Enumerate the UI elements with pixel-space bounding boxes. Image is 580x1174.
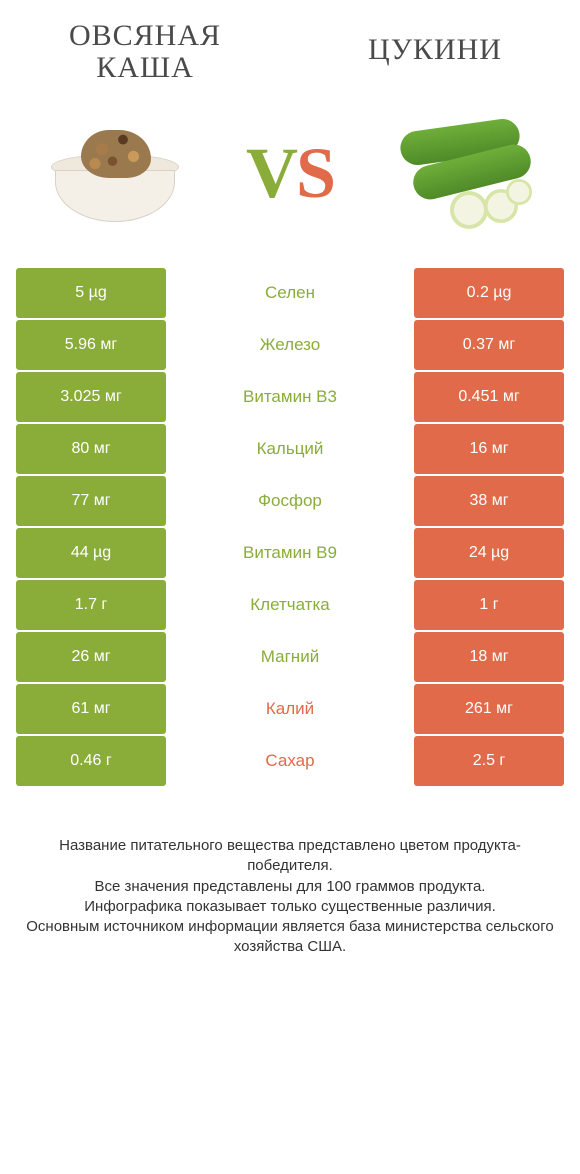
nutrient-name: Калий (166, 684, 414, 734)
vs-row: VS (0, 83, 580, 268)
left-value: 3.025 мг (16, 372, 166, 422)
right-value: 261 мг (414, 684, 564, 734)
nutrient-name: Селен (166, 268, 414, 318)
nutrient-name: Витамин B9 (166, 528, 414, 578)
left-value: 0.46 г (16, 736, 166, 786)
right-value: 0.451 мг (414, 372, 564, 422)
zucchini-icon (390, 113, 540, 233)
left-title-line2: КАША (96, 51, 194, 84)
left-value: 61 мг (16, 684, 166, 734)
left-value: 5.96 мг (16, 320, 166, 370)
left-value: 77 мг (16, 476, 166, 526)
table-row: 77 мгФосфор38 мг (16, 476, 564, 528)
nutrient-name: Сахар (166, 736, 414, 786)
footer-line1: Название питательного вещества представл… (59, 837, 521, 874)
right-value: 2.5 г (414, 736, 564, 786)
footer-line4: Основным источником информации является … (26, 918, 553, 955)
nutrient-name: Фосфор (166, 476, 414, 526)
right-title: ЦУКИНИ (335, 20, 535, 66)
left-title-line1: ОВСЯНАЯ (69, 19, 221, 52)
nutrient-table: 5 µgСелен0.2 µg5.96 мгЖелезо0.37 мг3.025… (0, 268, 580, 788)
nutrient-name: Кальций (166, 424, 414, 474)
table-row: 61 мгКалий261 мг (16, 684, 564, 736)
right-value: 38 мг (414, 476, 564, 526)
left-value: 44 µg (16, 528, 166, 578)
table-row: 26 мгМагний18 мг (16, 632, 564, 684)
right-value: 0.37 мг (414, 320, 564, 370)
left-value: 80 мг (16, 424, 166, 474)
nutrient-name: Магний (166, 632, 414, 682)
right-image (385, 108, 545, 238)
nutrient-name: Витамин B3 (166, 372, 414, 422)
table-row: 1.7 гКлетчатка1 г (16, 580, 564, 632)
nutrient-name: Клетчатка (166, 580, 414, 630)
footer-line3: Инфографика показывает только существенн… (84, 898, 496, 915)
left-value: 1.7 г (16, 580, 166, 630)
right-value: 16 мг (414, 424, 564, 474)
right-value: 24 µg (414, 528, 564, 578)
table-row: 3.025 мгВитамин B30.451 мг (16, 372, 564, 424)
table-row: 5.96 мгЖелезо0.37 мг (16, 320, 564, 372)
header: ОВСЯНАЯ КАША ЦУКИНИ (0, 0, 580, 83)
vs-label: VS (246, 132, 334, 215)
nutrient-name: Железо (166, 320, 414, 370)
footer-note: Название питательного вещества представл… (0, 788, 580, 958)
left-value: 26 мг (16, 632, 166, 682)
right-value: 18 мг (414, 632, 564, 682)
table-row: 44 µgВитамин B924 µg (16, 528, 564, 580)
right-value: 0.2 µg (414, 268, 564, 318)
left-image (35, 108, 195, 238)
vs-v-char: V (246, 133, 296, 213)
table-row: 5 µgСелен0.2 µg (16, 268, 564, 320)
right-value: 1 г (414, 580, 564, 630)
oatmeal-icon (45, 118, 185, 228)
table-row: 80 мгКальций16 мг (16, 424, 564, 476)
table-row: 0.46 гСахар2.5 г (16, 736, 564, 788)
footer-line2: Все значения представлены для 100 граммо… (95, 878, 486, 895)
left-value: 5 µg (16, 268, 166, 318)
left-title: ОВСЯНАЯ КАША (45, 20, 245, 83)
vs-s-char: S (296, 133, 334, 213)
